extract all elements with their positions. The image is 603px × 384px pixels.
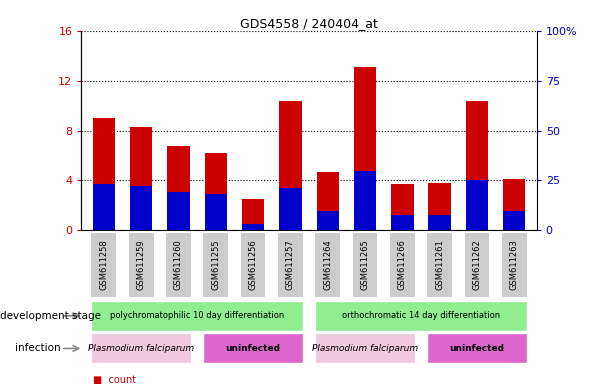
FancyBboxPatch shape	[315, 301, 528, 331]
Text: polychromatophilic 10 day differentiation: polychromatophilic 10 day differentiatio…	[110, 311, 284, 320]
Bar	[354, 172, 376, 230]
Bar	[279, 189, 302, 230]
Text: GSM611261: GSM611261	[435, 240, 444, 290]
Bar	[279, 101, 302, 230]
FancyBboxPatch shape	[464, 232, 490, 298]
Bar	[93, 184, 115, 230]
FancyBboxPatch shape	[389, 232, 415, 298]
Bar	[204, 153, 227, 230]
FancyBboxPatch shape	[165, 232, 192, 298]
FancyBboxPatch shape	[314, 232, 341, 298]
Text: GSM611258: GSM611258	[99, 240, 109, 290]
Bar	[503, 212, 525, 230]
FancyBboxPatch shape	[239, 232, 267, 298]
Text: orthochromatic 14 day differentiation: orthochromatic 14 day differentiation	[342, 311, 500, 320]
Bar	[466, 180, 488, 230]
FancyBboxPatch shape	[426, 333, 528, 364]
Text: GSM611263: GSM611263	[510, 240, 519, 290]
FancyBboxPatch shape	[90, 333, 192, 364]
Bar	[466, 101, 488, 230]
Text: development stage: development stage	[0, 311, 101, 321]
Text: infection: infection	[15, 343, 61, 354]
Text: GSM611266: GSM611266	[398, 240, 407, 290]
Text: GSM611264: GSM611264	[323, 240, 332, 290]
Text: GSM611259: GSM611259	[137, 240, 145, 290]
Bar	[242, 199, 264, 230]
Text: uninfected: uninfected	[226, 344, 280, 353]
Bar	[391, 215, 414, 230]
Bar	[317, 212, 339, 230]
Text: uninfected: uninfected	[449, 344, 505, 353]
Bar	[130, 187, 153, 230]
Bar	[167, 146, 189, 230]
Bar	[429, 215, 451, 230]
Title: GDS4558 / 240404_at: GDS4558 / 240404_at	[240, 17, 378, 30]
Text: Plasmodium falciparum: Plasmodium falciparum	[88, 344, 194, 353]
FancyBboxPatch shape	[128, 232, 154, 298]
Bar	[242, 224, 264, 230]
Bar	[317, 172, 339, 230]
Text: GSM611262: GSM611262	[473, 240, 481, 290]
Text: GSM611255: GSM611255	[211, 240, 220, 290]
Bar	[93, 118, 115, 230]
Text: GSM611256: GSM611256	[248, 240, 257, 290]
FancyBboxPatch shape	[203, 232, 229, 298]
FancyBboxPatch shape	[277, 232, 304, 298]
FancyBboxPatch shape	[90, 232, 117, 298]
FancyBboxPatch shape	[315, 333, 415, 364]
FancyBboxPatch shape	[203, 333, 303, 364]
Bar	[391, 184, 414, 230]
Bar	[503, 179, 525, 230]
Text: Plasmodium falciparum: Plasmodium falciparum	[312, 344, 418, 353]
FancyBboxPatch shape	[90, 301, 303, 331]
FancyBboxPatch shape	[352, 232, 379, 298]
FancyBboxPatch shape	[426, 232, 453, 298]
Bar	[167, 192, 189, 230]
Text: ■  count: ■ count	[93, 375, 137, 384]
FancyBboxPatch shape	[501, 232, 528, 298]
Bar	[130, 127, 153, 230]
Bar	[429, 183, 451, 230]
Bar	[354, 67, 376, 230]
Text: GSM611257: GSM611257	[286, 240, 295, 290]
Text: GSM611260: GSM611260	[174, 240, 183, 290]
Text: GSM611265: GSM611265	[361, 240, 370, 290]
Bar	[204, 194, 227, 230]
